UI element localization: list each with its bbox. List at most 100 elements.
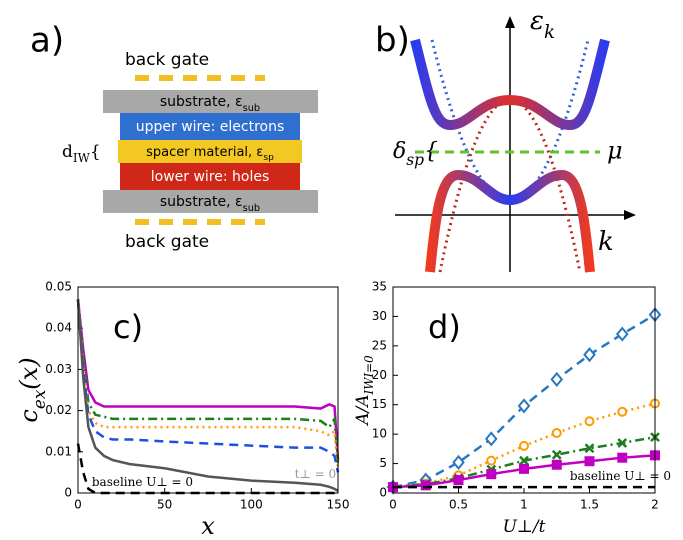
plot-frame xyxy=(77,286,339,494)
text-part: substrate, ε xyxy=(160,194,243,210)
layer xyxy=(120,163,300,190)
x-tick-label: 0 xyxy=(389,498,397,512)
y-tick-label: 20 xyxy=(372,368,387,382)
gate-label: back gate xyxy=(125,50,209,70)
y-tick-label: 0.02 xyxy=(45,403,72,417)
thickness-label: dIW{ xyxy=(62,142,101,166)
marker xyxy=(517,398,531,414)
arrow xyxy=(624,210,636,220)
y-tick-label: 10 xyxy=(372,427,387,441)
marker xyxy=(584,443,595,454)
x-tick-label: 2 xyxy=(651,498,659,512)
series-line xyxy=(76,299,339,493)
axis-label: k xyxy=(598,227,614,257)
marker xyxy=(551,427,562,438)
axis-label: εk xyxy=(530,6,555,43)
marker xyxy=(551,459,562,470)
x-tick-label: 50 xyxy=(157,498,172,512)
y-tick-label: 15 xyxy=(372,397,387,411)
layer xyxy=(103,90,318,113)
band-dotted xyxy=(430,39,590,202)
y-axis-label: A/AIWI=0 xyxy=(353,355,377,427)
layer-label: spacer material, εsp xyxy=(146,145,274,163)
text-part: k xyxy=(544,22,555,43)
y-tick-label: 0 xyxy=(64,486,72,500)
x-tick-label: 1.5 xyxy=(580,498,599,512)
band-dotted xyxy=(438,98,582,273)
text-part: spacer material, ε xyxy=(146,145,263,160)
text-part: lower wire: holes xyxy=(151,169,270,185)
y-tick-label: 0.05 xyxy=(45,280,72,294)
series-line xyxy=(76,299,340,461)
x-tick-label: 150 xyxy=(327,498,350,512)
y-tick-label: 30 xyxy=(372,309,387,323)
text-part: δ xyxy=(393,139,406,164)
marker xyxy=(453,475,464,486)
panel-label: a) xyxy=(30,21,64,61)
marker xyxy=(615,326,629,342)
text-part: ex xyxy=(29,389,49,409)
y-axis-label: cex(x) xyxy=(15,357,49,422)
marker xyxy=(420,480,431,491)
layer xyxy=(118,140,302,163)
y-tick-label: 0 xyxy=(379,486,387,500)
layer xyxy=(120,113,300,140)
text-part: d xyxy=(62,142,73,162)
plot-frame xyxy=(392,286,656,494)
series-line xyxy=(76,299,340,465)
marker xyxy=(486,455,497,466)
marker xyxy=(484,431,498,447)
marker xyxy=(584,456,595,467)
annotation: baseline U⊥ = 0 xyxy=(570,469,671,483)
y-tick-label: 25 xyxy=(372,338,387,352)
band xyxy=(410,38,610,131)
marker xyxy=(617,406,628,417)
annotation: baseline U⊥ = 0 xyxy=(92,475,193,489)
y-tick-label: 0.03 xyxy=(45,362,72,376)
text-part: x xyxy=(201,512,215,540)
text-part: c xyxy=(15,409,43,422)
marker xyxy=(584,416,595,427)
y-tick-label: 0.04 xyxy=(45,321,72,335)
x-axis-label: U⊥/t xyxy=(503,517,546,537)
panel-b xyxy=(395,16,636,273)
layer xyxy=(103,190,318,213)
x-tick-label: 1 xyxy=(520,498,528,512)
y-tick-label: 35 xyxy=(372,280,387,294)
x-axis-label: x xyxy=(201,512,215,540)
panel-label: d) xyxy=(428,308,461,346)
panel-label: c) xyxy=(113,308,143,346)
text-part: ε xyxy=(530,6,544,36)
x-tick-label: 100 xyxy=(240,498,263,512)
marker xyxy=(550,371,564,387)
marker xyxy=(583,347,596,363)
text-part: substrate, ε xyxy=(160,94,243,110)
text-part: IWI=0 xyxy=(362,355,376,396)
marker xyxy=(486,469,497,480)
marker xyxy=(551,449,562,460)
marker xyxy=(452,454,465,470)
band xyxy=(425,169,595,273)
marker xyxy=(519,440,529,451)
marker xyxy=(617,438,628,448)
panel-label: b) xyxy=(375,21,410,61)
text-part: IW xyxy=(73,151,91,165)
text-part: upper wire: electrons xyxy=(136,119,285,135)
annotation: t⊥ = 0 xyxy=(295,467,336,481)
text-part: sp xyxy=(406,151,424,169)
marker xyxy=(519,455,529,466)
gap-label: δsp{ xyxy=(393,139,438,169)
series-line xyxy=(76,299,340,473)
text-part: A/A xyxy=(353,394,373,426)
text-part: U⊥/t xyxy=(503,517,546,537)
text-part: { xyxy=(424,139,438,164)
layer-label: substrate, εsub xyxy=(160,194,260,214)
layer-label: upper wire: electrons xyxy=(136,119,285,135)
mu-label: μ xyxy=(607,137,623,165)
arrow xyxy=(505,16,515,28)
text-part: sub xyxy=(243,203,261,214)
text-part: sp xyxy=(263,153,274,163)
panel-a xyxy=(103,75,318,225)
y-tick-label: 5 xyxy=(379,456,387,470)
